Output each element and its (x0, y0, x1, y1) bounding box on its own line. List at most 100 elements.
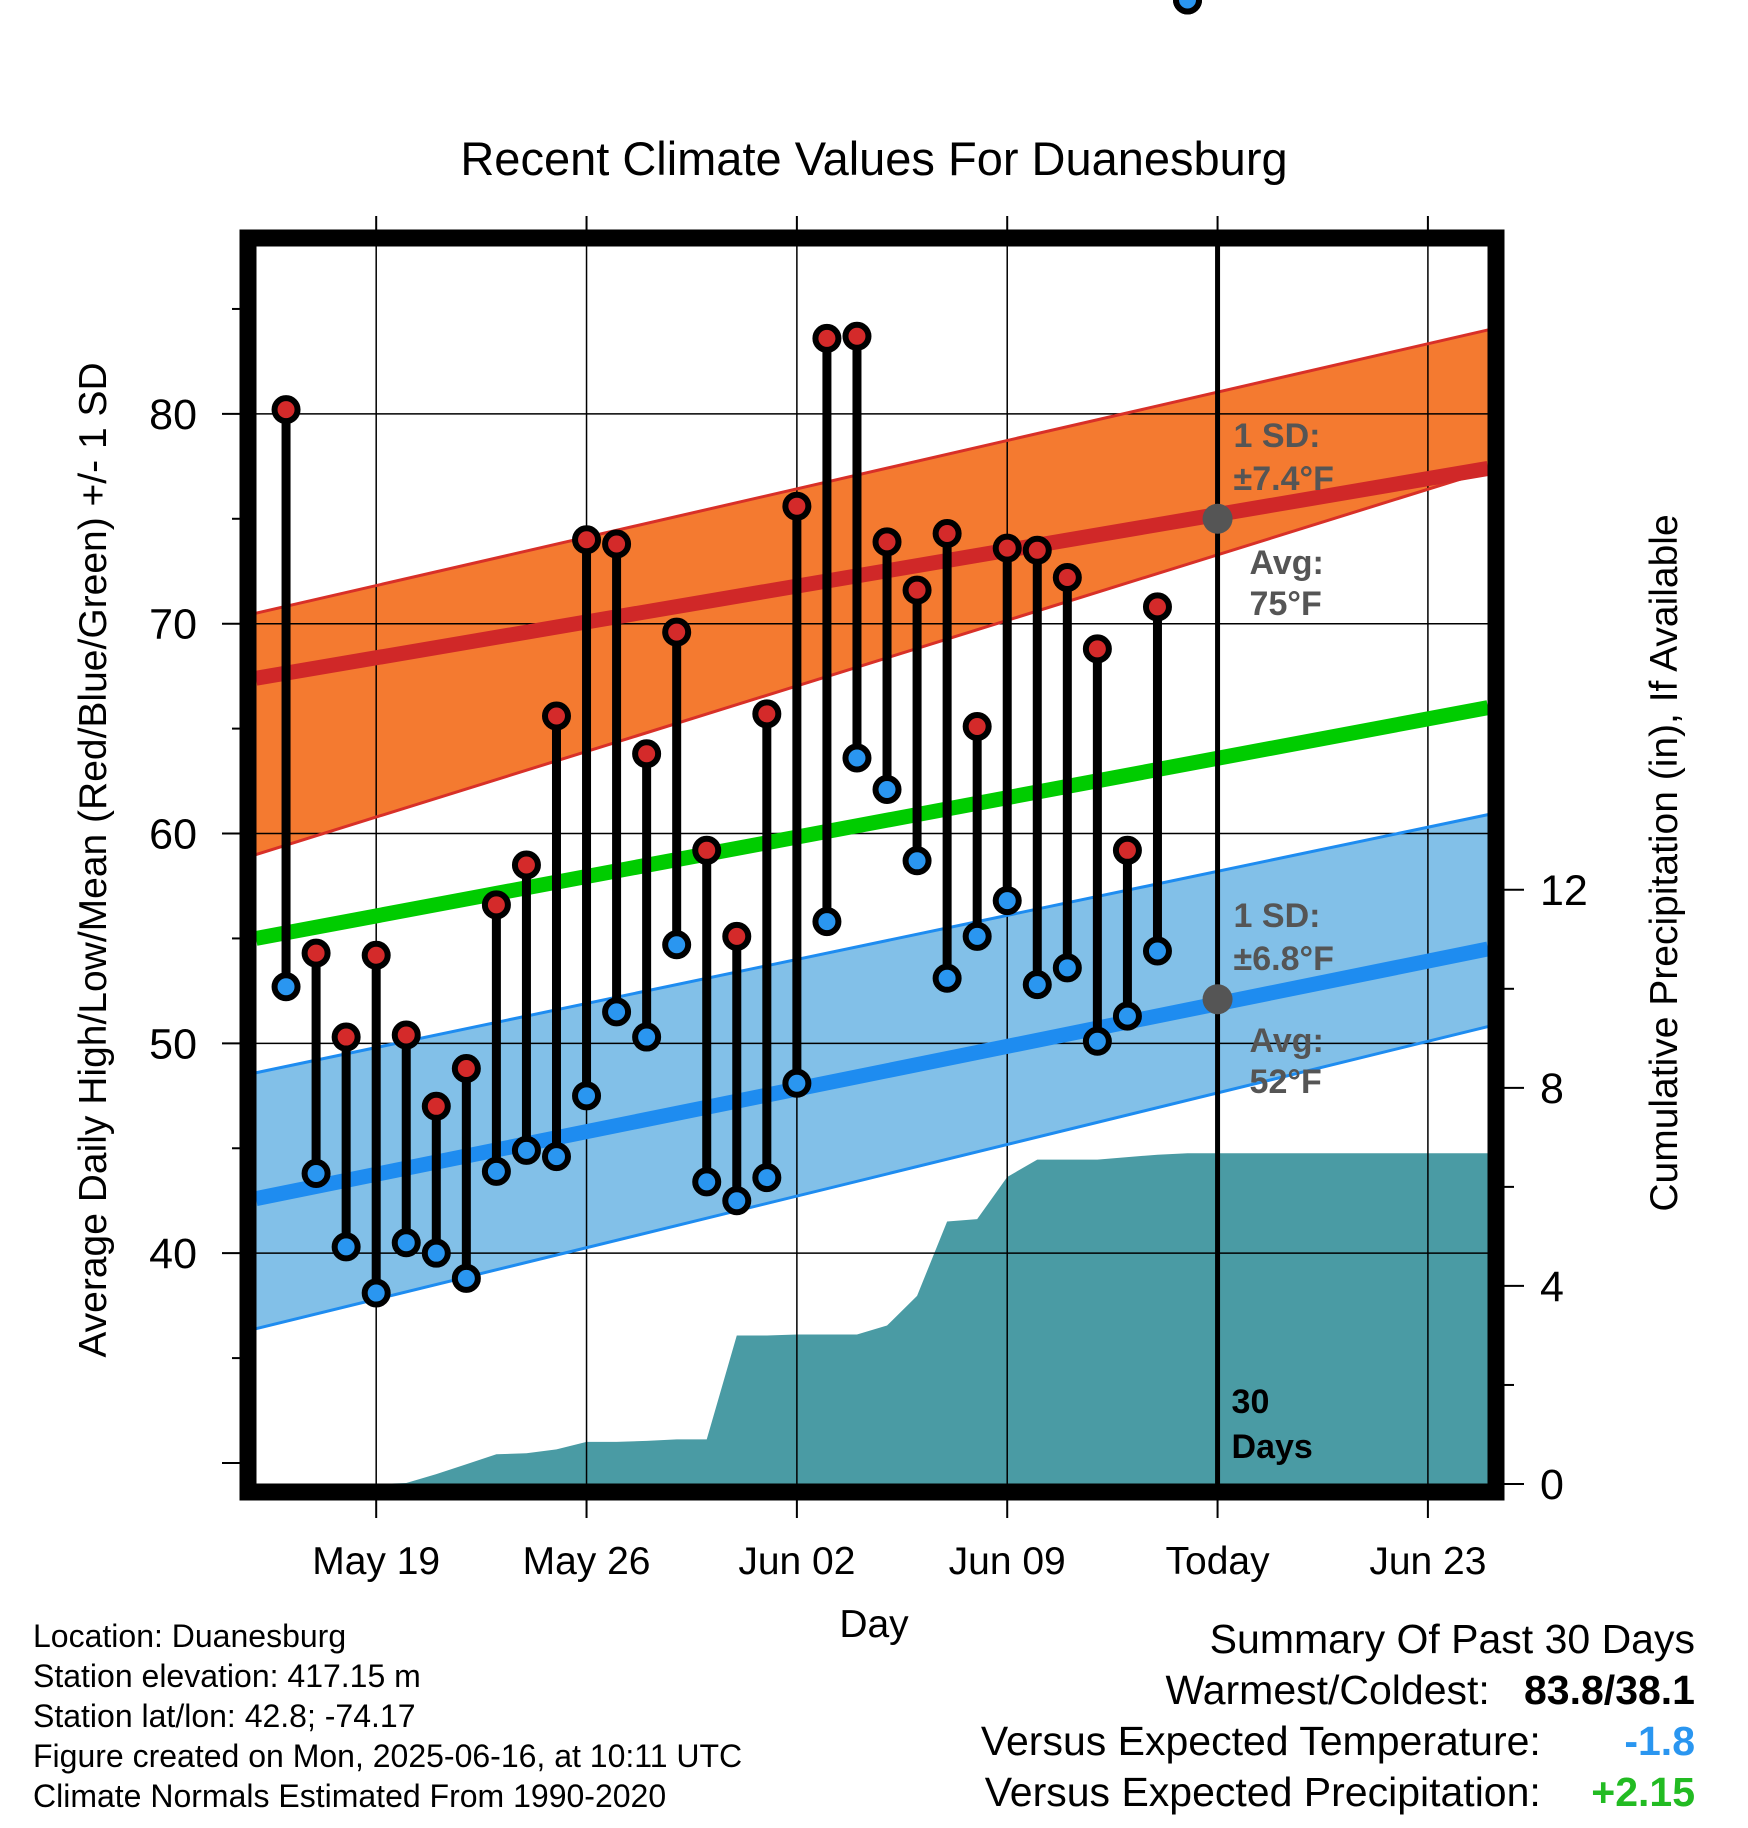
low-temp-point (992, 886, 1022, 916)
low-sd-label: 1 SD: (1234, 897, 1321, 935)
precip-area (286, 1153, 1488, 1484)
summary-precip: Versus Expected Precipitation: +2.15 (981, 1767, 1695, 1818)
low-temp-point (301, 1158, 331, 1188)
high-temp-point (361, 940, 391, 970)
low-temp-point (752, 1163, 782, 1193)
y-axis-title-right: Cumulative Precipitation (in), If Availa… (1643, 514, 1686, 1211)
high-temp-point (481, 890, 511, 920)
high-temp-point (662, 617, 692, 647)
low-temp-point (872, 774, 902, 804)
avg-low-line (254, 941, 1490, 1206)
low-temp-point (481, 1156, 511, 1186)
low-temp-point (662, 930, 692, 960)
summary-title: Summary Of Past 30 Days (1209, 1616, 1695, 1662)
low-sd-band-upper-edge (255, 813, 1489, 1075)
high-sd-band-lower-edge (255, 469, 1489, 856)
high-temp-point (692, 835, 722, 865)
high-temp-point (1052, 563, 1082, 593)
y-right-tick-label: 4 (1540, 1263, 1564, 1311)
y-tick-label: 80 (149, 391, 197, 439)
plot-frame (239, 229, 1505, 1501)
normal-lines (254, 246, 1490, 1484)
y-right-tick-label: 0 (1540, 1461, 1564, 1509)
low-temp-point (451, 1263, 481, 1293)
low-temp-point (391, 1228, 421, 1258)
x-tick-label: Jun 09 (949, 1540, 1066, 1583)
low-temp-point (271, 972, 301, 1002)
low-avg-marker (1202, 984, 1233, 1015)
low-temp-point (1022, 970, 1052, 1000)
low-temp-point (541, 1142, 571, 1172)
low-temp-point (421, 1238, 451, 1268)
high-avg-label: Avg: (1250, 544, 1324, 582)
high-temp-point (1082, 634, 1112, 664)
high-temp-point (421, 1091, 451, 1121)
avg-high-line (254, 461, 1490, 686)
low-sd-value: ±6.8°F (1234, 940, 1334, 978)
y-tick-label: 70 (149, 601, 197, 649)
x-tick-label: Today (1166, 1540, 1271, 1583)
low-temp-point (842, 743, 872, 773)
low-temp-point (1142, 936, 1172, 966)
low-temp-point (361, 1278, 391, 1308)
high-temp-point (301, 938, 331, 968)
plot-border (239, 229, 1505, 1501)
low-temp-point (572, 1081, 602, 1111)
precip-anomaly-label: Versus Expected Precipitation: (984, 1769, 1541, 1815)
station-info: Location: Duanesburg Station elevation: … (33, 1616, 742, 1816)
x-axis-title: Day (839, 1603, 909, 1646)
low-temp-point (602, 997, 632, 1027)
high-avg-value: 75°F (1250, 585, 1322, 623)
low-temp-point (962, 921, 992, 951)
y-tick-label: 50 (149, 1020, 197, 1068)
warm-cold-value: 83.8/38.1 (1524, 1667, 1695, 1713)
low-temp-point (1173, 0, 1203, 15)
high-sd-band-upper-edge (255, 328, 1489, 615)
low-temp-point (1112, 1001, 1142, 1031)
high-temp-point (1022, 535, 1052, 565)
low-temp-point (1052, 953, 1082, 983)
high-temp-point (842, 321, 872, 351)
low-temp-point (722, 1186, 752, 1216)
y-right-tick-label: 12 (1540, 867, 1588, 915)
high-temp-point (511, 850, 541, 880)
today-days-label-line2: Days (1232, 1428, 1313, 1466)
temp-anomaly-value: -1.8 (1624, 1718, 1695, 1764)
high-sd-value: ±7.4°F (1234, 460, 1334, 498)
high-temp-point (902, 575, 932, 605)
high-temp-point (391, 1020, 421, 1050)
low-temp-point (331, 1232, 361, 1262)
low-temp-point (632, 1022, 662, 1052)
low-temp-point (782, 1068, 812, 1098)
station-latlon: Station lat/lon: 42.8; -74.17 (33, 1698, 416, 1734)
high-temp-point (331, 1022, 361, 1052)
low-temp-point (932, 963, 962, 993)
high-temp-point (572, 525, 602, 555)
x-tick-label: Jun 02 (738, 1540, 855, 1583)
low-avg-label: Avg: (1250, 1022, 1324, 1060)
high-temp-point (782, 491, 812, 521)
station-elevation: Station elevation: 417.15 m (33, 1658, 421, 1694)
normals-period: Climate Normals Estimated From 1990-2020 (33, 1778, 667, 1814)
high-temp-point (451, 1054, 481, 1084)
high-temp-point (722, 921, 752, 951)
y-right-tick-label: 8 (1540, 1065, 1564, 1113)
high-temp-point (872, 527, 902, 557)
y-axis-title-left: Average Daily High/Low/Mean (Red/Blue/Gr… (72, 362, 115, 1357)
high-temp-point (541, 701, 571, 731)
daily-range-bars (271, 0, 1203, 1308)
precip-area-layer (286, 1153, 1488, 1484)
figure-created: Figure created on Mon, 2025-06-16, at 10… (33, 1738, 743, 1774)
high-temp-point (932, 518, 962, 548)
low-temp-point (1082, 1026, 1112, 1056)
low-temp-point (812, 907, 842, 937)
chart-title: Recent Climate Values For Duanesburg (460, 132, 1287, 185)
high-sd-label: 1 SD: (1234, 417, 1321, 455)
high-temp-point (812, 323, 842, 353)
today-days-label-line1: 30 (1232, 1383, 1270, 1421)
low-avg-value: 52°F (1250, 1063, 1322, 1101)
warm-cold-label: Warmest/Coldest: (1165, 1667, 1490, 1713)
high-avg-marker (1202, 503, 1233, 534)
y-tick-label: 60 (149, 811, 197, 859)
